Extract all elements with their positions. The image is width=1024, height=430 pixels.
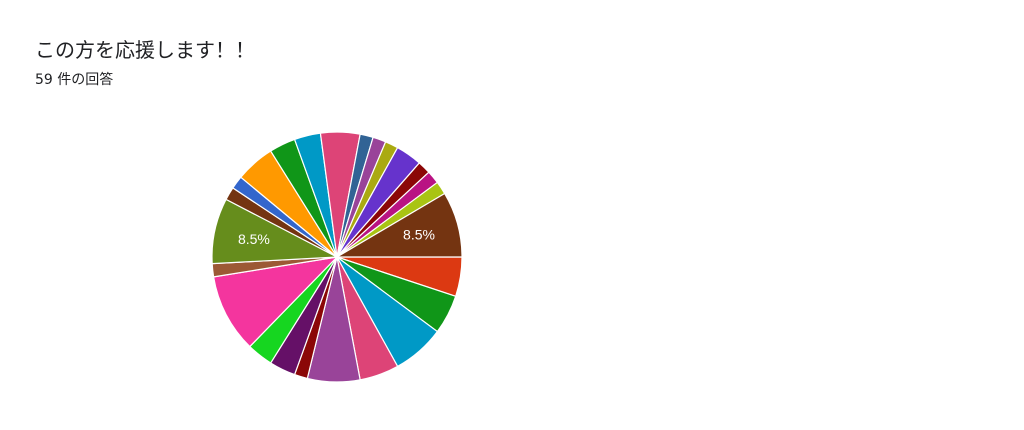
pie-slice[interactable]	[334, 192, 463, 258]
question-title: この方を応援します！！	[35, 38, 255, 62]
slice-data-label: 8.5%	[238, 231, 270, 247]
pie-slice[interactable]	[212, 256, 339, 348]
response-count: 59 件の回答	[35, 72, 114, 88]
slice-data-label: 8.5%	[403, 227, 435, 243]
